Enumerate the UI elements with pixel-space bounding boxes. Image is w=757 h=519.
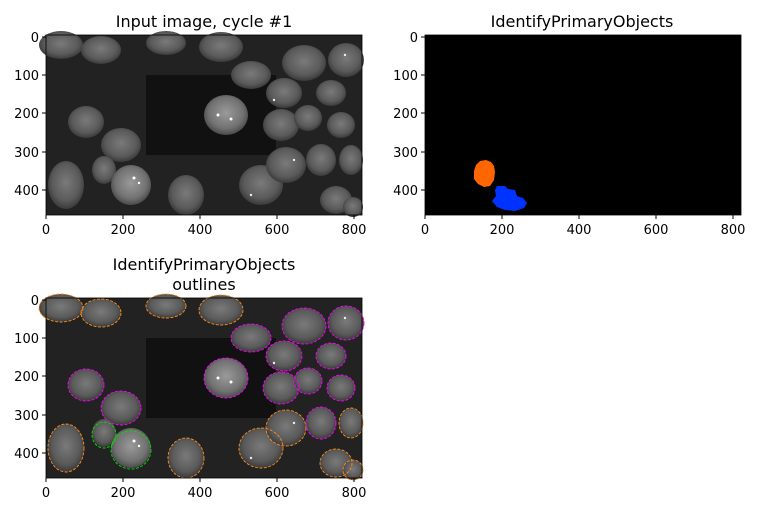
y-tick-label: 400 xyxy=(14,184,39,199)
x-tick-label: 800 xyxy=(342,486,367,501)
y-tick-label: 0 xyxy=(31,294,39,309)
y-tick-label: 200 xyxy=(14,107,39,122)
x-tick-label: 0 xyxy=(42,223,50,238)
label-image xyxy=(424,34,742,216)
y-axis-ticks: 0 100 200 300 400 xyxy=(14,31,46,199)
x-tick-label: 600 xyxy=(265,223,290,238)
y-tick-label: 400 xyxy=(393,184,418,199)
selected-object-outlines xyxy=(91,421,152,470)
x-tick-label: 800 xyxy=(342,223,367,238)
y-tick-label: 100 xyxy=(14,69,39,84)
x-tick-label: 800 xyxy=(721,223,746,238)
x-tick-label: 400 xyxy=(188,486,213,501)
y-tick-label: 200 xyxy=(393,107,418,122)
panel-title: IdentifyPrimaryObjects xyxy=(491,12,674,31)
x-axis-ticks: 0 200 400 600 800 xyxy=(42,478,367,501)
x-axis-ticks: 0 200 400 600 800 xyxy=(421,215,746,238)
y-tick-label: 400 xyxy=(14,447,39,462)
x-tick-label: 200 xyxy=(111,223,136,238)
x-tick-label: 0 xyxy=(421,223,429,238)
x-tick-label: 600 xyxy=(265,486,290,501)
y-tick-label: 300 xyxy=(14,409,39,424)
y-tick-label: 100 xyxy=(393,69,418,84)
y-tick-label: 300 xyxy=(393,146,418,161)
y-axis-ticks: 0 100 200 300 400 xyxy=(14,294,46,462)
x-axis-ticks: 0 200 400 600 800 xyxy=(42,215,367,238)
panel-input-image: Input image, cycle #1 0 200 400 600 800 … xyxy=(14,12,366,238)
outline-image xyxy=(38,293,365,481)
x-tick-label: 200 xyxy=(111,486,136,501)
panel-outlines: IdentifyPrimaryObjects outlines xyxy=(14,255,366,501)
x-tick-label: 200 xyxy=(490,223,515,238)
y-axis-ticks: 0 100 200 300 400 xyxy=(393,31,425,199)
y-tick-label: 0 xyxy=(410,31,418,46)
y-tick-label: 200 xyxy=(14,370,39,385)
input-image xyxy=(39,31,364,217)
x-tick-label: 0 xyxy=(42,486,50,501)
x-tick-label: 400 xyxy=(567,223,592,238)
panel-title-line-2: outlines xyxy=(172,275,235,294)
panel-title: Input image, cycle #1 xyxy=(116,12,293,31)
y-tick-label: 300 xyxy=(14,146,39,161)
x-tick-label: 400 xyxy=(188,223,213,238)
object-1 xyxy=(474,160,495,187)
primary-object-outlines xyxy=(67,305,365,440)
object-2 xyxy=(492,186,527,211)
x-tick-label: 600 xyxy=(644,223,669,238)
panel-title-line-1: IdentifyPrimaryObjects xyxy=(113,255,296,274)
y-tick-label: 0 xyxy=(31,31,39,46)
y-tick-label: 100 xyxy=(14,332,39,347)
panel-identify-primary-objects: IdentifyPrimaryObjects 0 200 400 600 800… xyxy=(393,12,745,238)
